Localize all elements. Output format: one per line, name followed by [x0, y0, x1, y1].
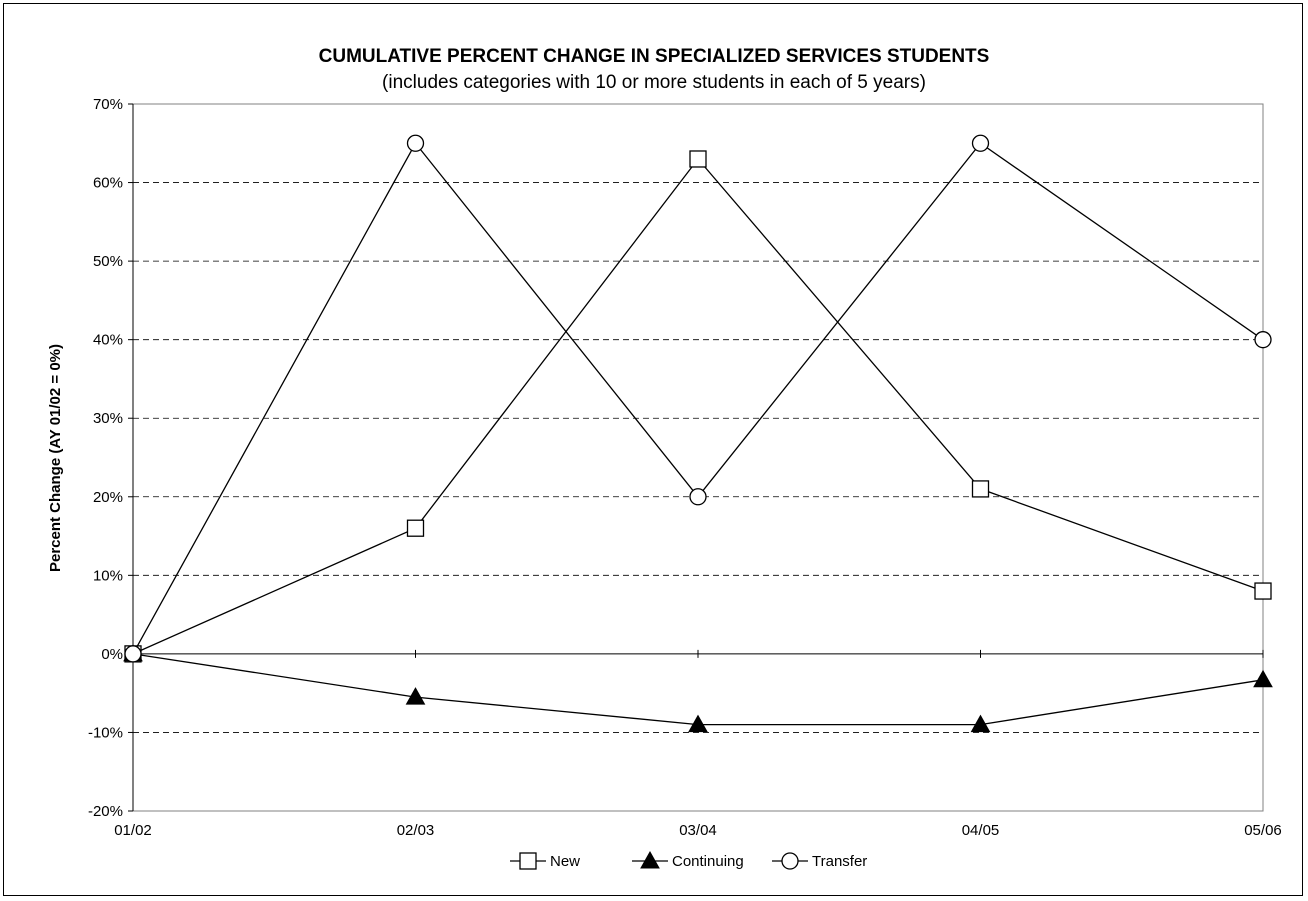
y-tick-label: 20%: [93, 489, 123, 506]
series-line-continuing: [132, 653, 1264, 726]
data-point-transfer: [971, 134, 990, 152]
series-line-transfer: [132, 142, 1264, 655]
y-tick-label: 30%: [93, 410, 123, 427]
data-point-new: [406, 519, 425, 537]
data-point-continuing: [1253, 669, 1273, 688]
chart-subtitle: (includes categories with 10 or more stu…: [382, 72, 926, 93]
data-point-transfer: [689, 488, 707, 506]
x-tick-label: 03/04: [679, 822, 717, 839]
legend-label-transfer: Transfer: [812, 853, 867, 870]
chart-title: CUMULATIVE PERCENT CHANGE IN SPECIALIZED…: [319, 46, 990, 67]
legend-marker-new: [519, 852, 537, 870]
data-point-transfer: [124, 645, 142, 663]
plot-border: [132, 103, 1264, 812]
y-tick-label: 10%: [93, 567, 123, 584]
legend-marker-transfer: [781, 852, 799, 870]
y-axis-label: Percent Change (AY 01/02 = 0%): [47, 344, 64, 572]
data-point-transfer: [1254, 331, 1272, 349]
series-line-new: [132, 157, 1264, 655]
data-point-continuing: [688, 714, 708, 733]
data-point-continuing: [970, 714, 991, 733]
legend-label-new: New: [550, 853, 580, 870]
data-point-new: [971, 480, 990, 498]
chart-frame: [3, 3, 1303, 896]
y-tick-label: 50%: [93, 253, 123, 270]
legend-marker-continuing: [640, 850, 660, 869]
y-tick-label: -10%: [88, 724, 123, 741]
plot-area: -20% -10% 0% 10% 20% 30% 40% 50% 60% 70% 01/02 02/0…: [88, 96, 1282, 839]
y-tick-label: -20%: [88, 803, 123, 820]
x-tick-label: 04/05: [962, 822, 1000, 839]
data-point-transfer: [406, 134, 425, 152]
legend-label-continuing: Continuing: [672, 853, 744, 870]
x-tick-label: 05/06: [1244, 822, 1282, 839]
data-point-continuing: [405, 687, 426, 705]
y-tick-label: 60%: [93, 175, 123, 192]
x-tick-label: 01/02: [114, 822, 152, 839]
y-tick-label: 70%: [93, 96, 123, 113]
x-tick-label: 02/03: [397, 822, 435, 839]
data-point-new: [689, 150, 707, 168]
y-tick-label: 0%: [101, 646, 123, 663]
data-point-new: [1254, 582, 1272, 600]
legend: New Continuing Transfer: [510, 850, 867, 870]
y-tick-label: 40%: [93, 332, 123, 349]
